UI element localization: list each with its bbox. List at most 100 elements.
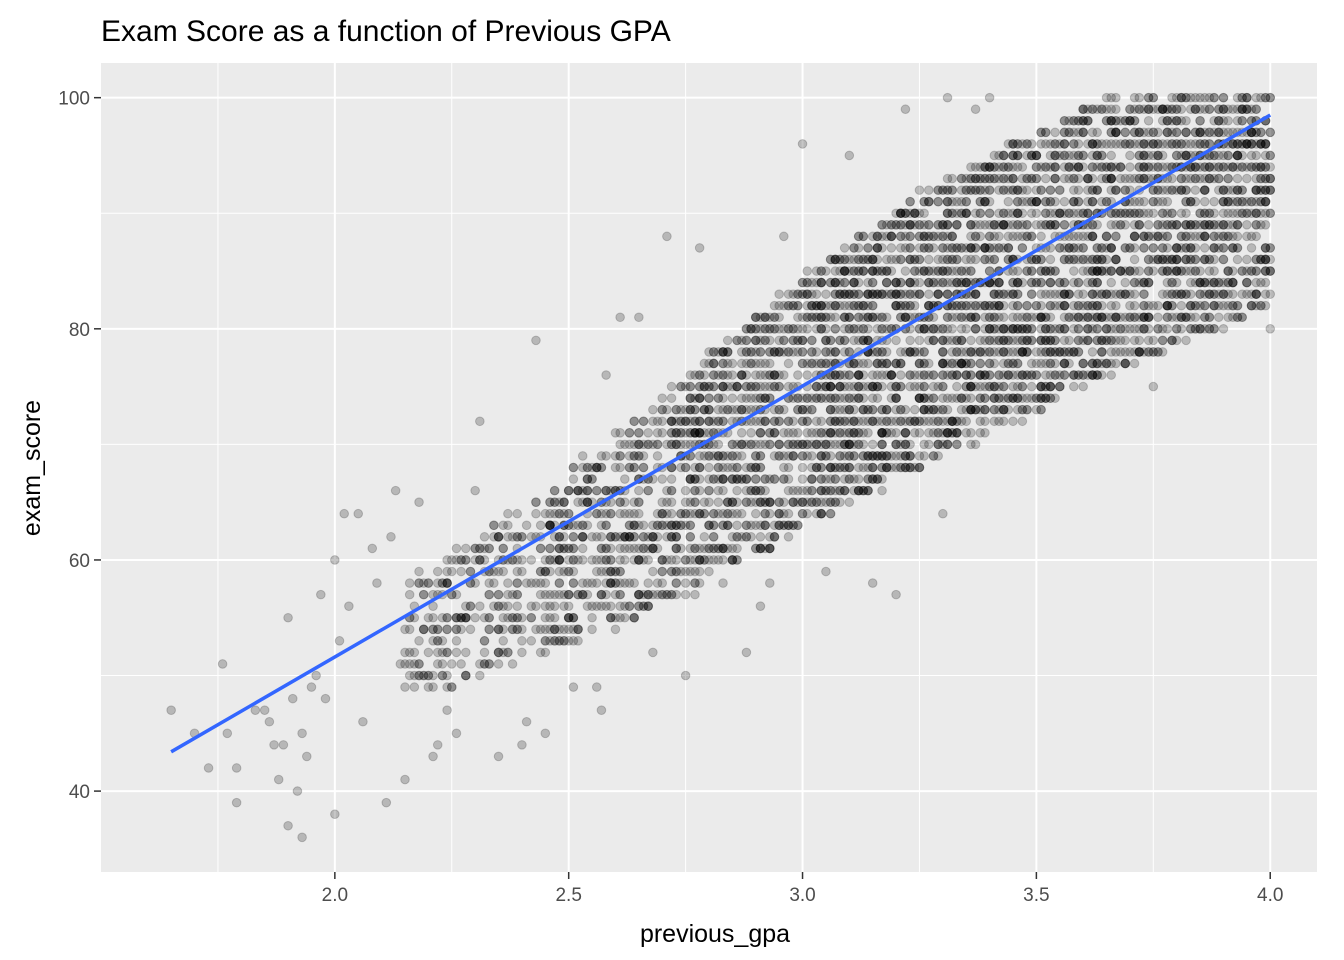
- data-point: [708, 543, 719, 554]
- data-point: [1073, 289, 1084, 299]
- data-point: [966, 404, 976, 415]
- data-point: [601, 555, 611, 565]
- data-point: [811, 312, 822, 323]
- data-point: [549, 485, 560, 496]
- data-point: [540, 647, 551, 658]
- data-point: [867, 312, 878, 323]
- data-point: [634, 497, 644, 507]
- data-point: [1148, 335, 1159, 346]
- data-point: [1134, 92, 1145, 103]
- data-point: [1176, 173, 1187, 184]
- x-tick-label: 4.0: [1257, 885, 1283, 906]
- data-point: [914, 416, 925, 427]
- data-point: [1129, 277, 1140, 288]
- data-point: [503, 520, 513, 531]
- data-point: [648, 589, 658, 600]
- data-point: [942, 196, 953, 207]
- data-point: [769, 347, 780, 357]
- data-point: [900, 428, 911, 438]
- data-point: [830, 324, 841, 334]
- data-point: [928, 324, 939, 334]
- data-point: [582, 485, 593, 496]
- data-point: [722, 381, 733, 392]
- data-point: [797, 497, 808, 507]
- data-point: [657, 508, 668, 519]
- data-point: [432, 659, 443, 669]
- data-point: [1106, 173, 1117, 184]
- data-point: [1162, 277, 1173, 288]
- data-point: [643, 439, 654, 450]
- data-point: [624, 439, 635, 450]
- data-point: [563, 485, 574, 496]
- data-point: [867, 462, 878, 473]
- data-point: [517, 532, 527, 542]
- data-point: [680, 462, 691, 473]
- data-point: [793, 370, 803, 380]
- data-point: [788, 520, 798, 531]
- data-point: [839, 243, 850, 253]
- data-point: [867, 300, 878, 311]
- data-point: [643, 555, 654, 565]
- data-point: [634, 555, 644, 565]
- data-point: [1008, 381, 1018, 392]
- data-point: [1101, 115, 1112, 126]
- data-point: [699, 451, 710, 461]
- data-point: [512, 508, 523, 519]
- data-point: [1078, 127, 1088, 138]
- data-point: [549, 624, 560, 635]
- data-point: [797, 439, 808, 450]
- data-point: [484, 659, 494, 669]
- data-point: [849, 416, 859, 427]
- data-point: [540, 636, 551, 646]
- data-point: [1125, 150, 1135, 161]
- data-point: [825, 404, 836, 415]
- data-point: [1111, 312, 1121, 323]
- data-point: [568, 682, 579, 692]
- data-point: [666, 416, 677, 427]
- y-axis-title: exam_score: [18, 400, 46, 536]
- data-point: [573, 636, 583, 646]
- data-point: [1022, 185, 1032, 195]
- data-point: [1157, 104, 1168, 115]
- data-point: [914, 347, 925, 357]
- data-point: [998, 358, 1009, 369]
- data-point: [746, 497, 756, 507]
- data-point: [545, 555, 555, 565]
- data-point: [1139, 289, 1149, 299]
- data-point: [545, 612, 555, 623]
- data-point: [1265, 185, 1276, 195]
- data-point: [615, 508, 625, 519]
- data-point: [1242, 231, 1252, 242]
- data-point: [591, 682, 602, 692]
- data-point: [638, 439, 649, 450]
- data-point: [844, 462, 855, 473]
- data-point: [470, 555, 480, 565]
- data-point: [531, 335, 541, 346]
- data-point: [1260, 220, 1271, 230]
- data-point: [451, 647, 462, 658]
- data-point: [666, 439, 677, 450]
- data-point: [269, 740, 279, 750]
- data-point: [1054, 324, 1065, 334]
- data-point: [330, 809, 340, 820]
- data-point: [605, 555, 616, 565]
- data-point: [1199, 300, 1210, 311]
- data-point: [680, 462, 691, 473]
- data-point: [998, 416, 1009, 427]
- data-point: [559, 508, 569, 519]
- data-point: [484, 578, 494, 588]
- data-point: [704, 462, 714, 473]
- data-point: [774, 289, 784, 299]
- data-point: [479, 543, 490, 554]
- data-point: [596, 601, 607, 611]
- data-point: [442, 612, 452, 623]
- data-point: [554, 636, 565, 646]
- data-point: [802, 289, 813, 299]
- data-point: [811, 381, 822, 392]
- data-point: [1054, 185, 1065, 195]
- data-point: [535, 520, 546, 531]
- data-point: [446, 682, 457, 692]
- data-point: [947, 358, 958, 369]
- data-point: [998, 312, 1009, 323]
- data-point: [652, 589, 663, 600]
